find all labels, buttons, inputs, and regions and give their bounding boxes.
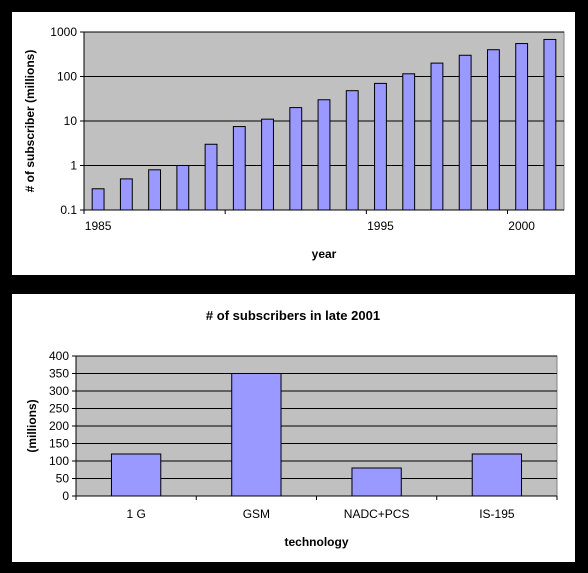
bar-2001 bbox=[543, 38, 557, 211]
bars bbox=[110, 373, 523, 497]
bar-1-g bbox=[110, 453, 162, 497]
bar-nadc-pcs bbox=[351, 467, 402, 497]
x-tick-labels: 1985 1995 2000 bbox=[85, 219, 536, 233]
y-tick-label: 0.1 bbox=[60, 203, 77, 217]
x-axis-title: technology bbox=[284, 535, 348, 549]
y-tick-label: 1 bbox=[70, 159, 77, 173]
y-tick-label: 400 bbox=[49, 349, 69, 363]
y-tick-label: 250 bbox=[49, 402, 69, 416]
bar-1996 bbox=[402, 73, 416, 211]
y-tick-label: 10 bbox=[64, 114, 78, 128]
bar-1999 bbox=[486, 49, 500, 211]
y-tick-label: 0 bbox=[62, 489, 69, 503]
chart-title: # of subscribers in late 2001 bbox=[206, 308, 380, 323]
bar-1985 bbox=[91, 188, 105, 211]
y-axis-title: # of subscriber (millions) bbox=[23, 50, 37, 193]
bar-2000 bbox=[515, 43, 529, 211]
bar-1991 bbox=[261, 118, 274, 211]
bar-1989 bbox=[204, 143, 218, 211]
technology-chart-panel: # of subscribers in late 2001 0 50 100 150 2… bbox=[12, 294, 575, 562]
x-tick-label: 1 G bbox=[126, 507, 145, 521]
y-tick-label: 150 bbox=[49, 437, 69, 451]
bar-is-195 bbox=[471, 453, 523, 497]
y-tick-label: 100 bbox=[49, 454, 69, 468]
y-tick-label: 50 bbox=[56, 472, 70, 486]
x-axis-title: year bbox=[312, 247, 337, 261]
bar-1997 bbox=[430, 62, 444, 211]
bar-1992 bbox=[289, 107, 303, 211]
x-tick-label: 1985 bbox=[85, 219, 112, 233]
y-tick-label: 1000 bbox=[50, 25, 77, 39]
y-tick-label: 100 bbox=[57, 70, 77, 84]
bar-1998 bbox=[458, 54, 472, 211]
y-tick-labels: 0 50 100 150 200 250 300 350 400 bbox=[49, 349, 69, 503]
bar-1990 bbox=[232, 126, 246, 211]
y-tick-label: 200 bbox=[49, 419, 69, 433]
x-tick-label: 1995 bbox=[367, 219, 394, 233]
subscriber-growth-chart: 0.1 1 10 100 1000 1985 1995 2000 # of subscrib… bbox=[23, 25, 565, 261]
x-tick-label: NADC+PCS bbox=[344, 507, 410, 521]
bar-1993 bbox=[317, 99, 331, 211]
x-tick-label: GSM bbox=[243, 507, 270, 521]
x-tick-label: IS-195 bbox=[479, 507, 515, 521]
bar-1994 bbox=[345, 90, 359, 211]
bar-1986 bbox=[119, 178, 133, 211]
bar-gsm bbox=[231, 373, 282, 497]
x-tick-labels: 1 G GSM NADC+PCS IS-195 bbox=[126, 507, 514, 521]
bar-1988 bbox=[176, 165, 190, 211]
bar-1995 bbox=[374, 82, 387, 211]
bars bbox=[91, 38, 557, 211]
y-axis-title: (millions) bbox=[25, 399, 39, 452]
subscriber-growth-chart-panel: 0.1 1 10 100 1000 1985 1995 2000 # of subscrib… bbox=[12, 12, 575, 275]
technology-chart: # of subscribers in late 2001 0 50 100 150 2… bbox=[25, 308, 558, 549]
y-tick-label: 300 bbox=[49, 384, 69, 398]
y-tick-labels: 0.1 1 10 100 1000 bbox=[50, 25, 77, 217]
bar-1987 bbox=[148, 169, 162, 211]
y-tick-label: 350 bbox=[49, 367, 69, 381]
x-tick-label: 2000 bbox=[508, 219, 535, 233]
